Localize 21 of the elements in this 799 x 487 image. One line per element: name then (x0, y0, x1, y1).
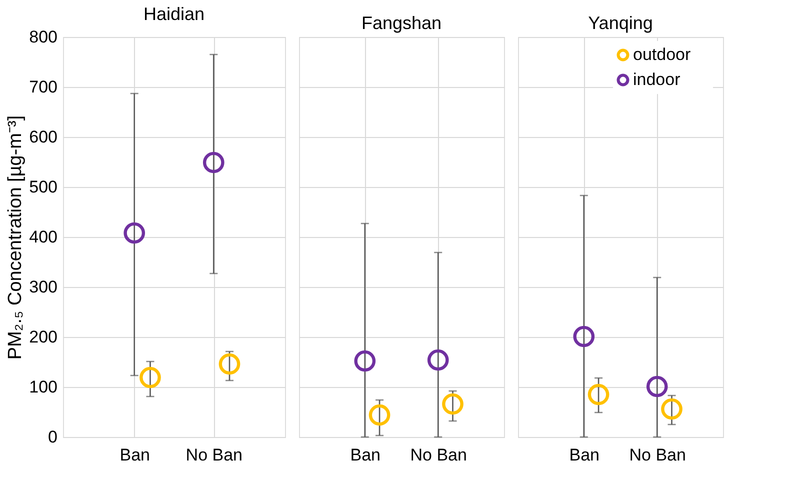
y-tick-label: 600 (29, 128, 58, 146)
y-tick-label: 800 (29, 28, 58, 46)
y-tick-label: 400 (29, 228, 58, 246)
y-tick-label: 500 (29, 178, 58, 196)
y-axis-title: PM₂.₅ Concentration [µg-m⁻³] (5, 115, 26, 360)
chart-title: Fangshan (361, 13, 442, 33)
y-tick-label: 100 (29, 378, 58, 396)
y-tick-label: 200 (29, 328, 58, 346)
x-tick-label: No Ban (410, 446, 467, 464)
x-tick-label: Ban (120, 446, 150, 464)
y-tick-label: 700 (29, 78, 58, 96)
legend-label: indoor (633, 70, 681, 89)
y-tick-label: 0 (48, 428, 58, 446)
x-tick-label: No Ban (186, 446, 242, 464)
x-tick-label: Ban (350, 446, 381, 464)
x-tick-label: Ban (569, 446, 600, 464)
chart-title: Yanqing (588, 13, 653, 33)
x-tick-label: No Ban (629, 446, 686, 464)
chart-title: Haidian (143, 4, 205, 24)
y-tick-label: 300 (29, 278, 58, 296)
legend-label: outdoor (633, 45, 691, 64)
